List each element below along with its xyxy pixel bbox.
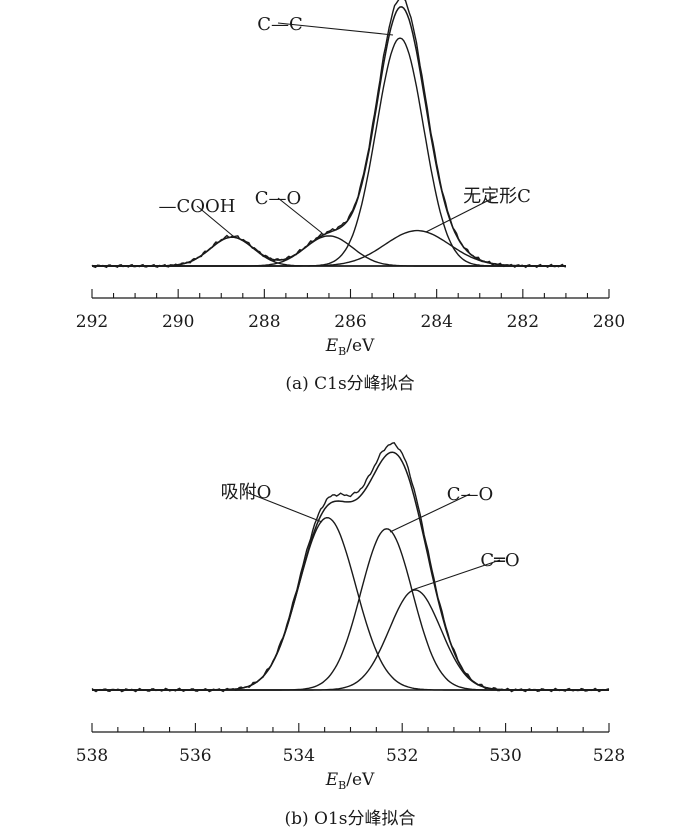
- o1s-annotation-leader: [245, 491, 323, 523]
- chart-o1s: 538 536 534 532 530 528 吸附O C—O C═O EB/eV (b) O…: [76, 442, 625, 829]
- c1s-tick-label: 288: [248, 312, 280, 332]
- c1s-peak-curve: [92, 235, 566, 267]
- c1s-x-label-main: E: [325, 336, 339, 356]
- o1s-annotations: 吸附O C—O C═O: [221, 482, 520, 591]
- c1s-tick-label: 280: [593, 312, 625, 332]
- c1s-measured-spectrum: [91, 0, 567, 269]
- c1s-caption: (a) C1s分峰拟合: [285, 374, 414, 394]
- o1s-x-axis-label: EB/eV: [325, 770, 375, 792]
- o1s-x-ticks: 538 536 534 532 530 528: [76, 723, 625, 766]
- chart-c1s: 292 290 288 286 284 282 280 C—C —COOH C—O 无定形C EB…: [76, 0, 625, 394]
- o1s-tick-label: 532: [386, 746, 418, 766]
- c1s-annotation-label: —COOH: [159, 196, 236, 217]
- o1s-annotation-label: 吸附O: [221, 482, 272, 503]
- c1s-tick-label: 284: [420, 312, 452, 332]
- o1s-annotation-label: C—O: [447, 484, 494, 505]
- c1s-tick-label: 282: [507, 312, 539, 332]
- c1s-tick-label: 290: [162, 312, 194, 332]
- o1s-peak-curve: [92, 528, 609, 691]
- o1s-annotation-label: C═O: [480, 550, 519, 571]
- c1s-tick-label: 292: [76, 312, 108, 332]
- c1s-annotation-label: C—O: [255, 188, 302, 209]
- o1s-x-label-unit: /eV: [346, 770, 375, 790]
- c1s-annotation-leader: [277, 22, 394, 36]
- o1s-caption: (b) O1s分峰拟合: [284, 809, 415, 829]
- o1s-annotation-leader: [411, 559, 501, 591]
- o1s-x-label-main: E: [325, 770, 339, 790]
- c1s-x-axis-label: EB/eV: [325, 336, 375, 358]
- o1s-curves: [91, 442, 610, 693]
- o1s-x-axis: 538 536 534 532 530 528: [76, 723, 625, 766]
- o1s-peak-curve: [92, 516, 609, 691]
- c1s-annotation-leader: [277, 197, 323, 234]
- c1s-annotation-leader: [196, 205, 234, 237]
- c1s-x-axis: 292 290 288 286 284 282 280: [76, 289, 625, 332]
- c1s-x-label-unit: /eV: [346, 336, 375, 356]
- o1s-annotation-leader: [389, 493, 471, 533]
- c1s-x-ticks: 292 290 288 286 284 282 280: [76, 289, 625, 332]
- o1s-measured-spectrum: [91, 442, 610, 693]
- c1s-tick-label: 286: [334, 312, 366, 332]
- o1s-tick-label: 536: [179, 746, 211, 766]
- c1s-annotations: C—C —COOH C—O 无定形C: [159, 14, 531, 237]
- c1s-peak-curve: [92, 236, 566, 267]
- o1s-tick-label: 530: [489, 746, 521, 766]
- c1s-fitted-envelope: [92, 6, 566, 267]
- o1s-tick-label: 534: [283, 746, 315, 766]
- c1s-annotation-label: C—C: [257, 14, 303, 35]
- c1s-curves: [91, 0, 567, 269]
- o1s-peak-curve: [92, 589, 609, 691]
- o1s-x-label-sub: B: [338, 779, 346, 792]
- o1s-fitted-envelope: [92, 451, 609, 691]
- c1s-annotation-label: 无定形C: [463, 186, 531, 207]
- c1s-x-label-sub: B: [338, 345, 346, 358]
- o1s-tick-label: 528: [593, 746, 625, 766]
- o1s-tick-label: 538: [76, 746, 108, 766]
- c1s-annotation-leader: [425, 195, 498, 233]
